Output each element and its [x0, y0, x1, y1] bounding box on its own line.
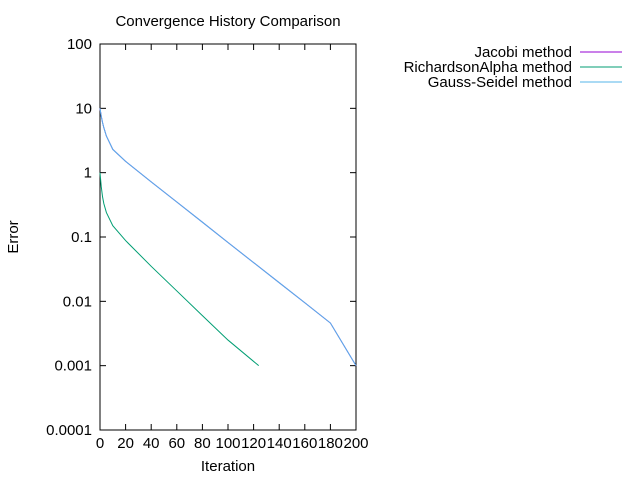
y-tick-label: 0.001 [54, 358, 92, 375]
x-tick-label: 60 [168, 435, 185, 452]
x-tick-label: 200 [343, 435, 368, 452]
x-tick-label: 180 [318, 435, 343, 452]
y-axis-label: Error [5, 220, 22, 253]
x-tick-label: 20 [117, 435, 134, 452]
plot-frame [99, 43, 357, 431]
legend-label: Gauss-Seidel method [428, 74, 572, 91]
y-tick-label: 10 [75, 100, 92, 117]
y-tick-label: 0.01 [63, 293, 92, 310]
legend-label: Jacobi method [474, 44, 572, 61]
series-line-gauss-seidel-method [99, 108, 357, 366]
y-tick-label: 1 [84, 165, 92, 182]
chart-title: Convergence History Comparison [115, 13, 340, 30]
x-tick-label: 100 [215, 435, 240, 452]
plot-area: 0 20 40 60 80 100 120 140 160 180 2000.00010.0010.… [46, 36, 368, 452]
x-axis-label: Iteration [201, 458, 255, 475]
y-tick-label: 0.0001 [46, 422, 92, 439]
x-tick-label: 160 [292, 435, 317, 452]
x-tick-label: 140 [267, 435, 292, 452]
x-tick-label: 120 [241, 435, 266, 452]
y-tick-label: 0.1 [71, 229, 92, 246]
x-tick-label: 80 [194, 435, 211, 452]
y-tick-label: 100 [67, 36, 92, 53]
series-line-jacobi-method [99, 108, 357, 366]
series-line-richardsonalpha-method [99, 172, 260, 367]
legend-label: RichardsonAlpha method [404, 59, 572, 76]
x-tick-label: 0 [96, 435, 104, 452]
x-tick-label: 40 [143, 435, 160, 452]
